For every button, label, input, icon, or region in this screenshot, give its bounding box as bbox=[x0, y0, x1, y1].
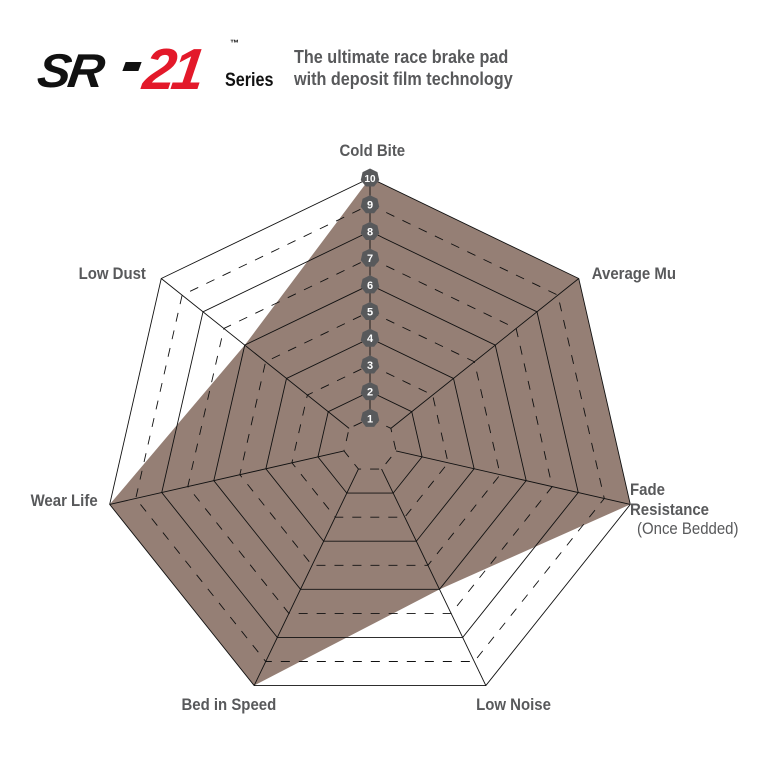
tick-label-5: 5 bbox=[367, 307, 373, 319]
tick-label-3: 3 bbox=[367, 360, 373, 372]
tick-badge-8 bbox=[360, 221, 380, 240]
tick-badge-9 bbox=[360, 195, 380, 214]
axis-sublabel-once-bedded: (Once Bedded) bbox=[637, 519, 739, 538]
tick-badge-2 bbox=[360, 382, 380, 401]
grid-ring-6 bbox=[213, 284, 527, 590]
axis-label-bed-in-speed: Bed in Speed bbox=[181, 695, 277, 714]
tick-label-1: 1 bbox=[367, 413, 373, 425]
axis-spoke-4 bbox=[253, 468, 359, 686]
tick-badge-4 bbox=[360, 328, 380, 347]
logo-trademark: ™ bbox=[230, 38, 239, 48]
tagline-line1: The ultimate race brake pad bbox=[294, 47, 509, 67]
series-area bbox=[109, 178, 631, 686]
tick-badge-1 bbox=[360, 408, 380, 427]
grid-ring-10 bbox=[109, 177, 631, 687]
tick-label-2: 2 bbox=[367, 387, 373, 399]
axis-spoke-2 bbox=[395, 450, 631, 505]
tick-label-4: 4 bbox=[367, 333, 374, 345]
axis-label-low-dust: Low Dust bbox=[78, 264, 146, 283]
axis-spoke-6 bbox=[160, 278, 350, 429]
axis-spoke-1 bbox=[390, 278, 580, 429]
tick-badge-10 bbox=[360, 168, 380, 187]
sr21-series-logo: SR 21 ™ Series bbox=[34, 37, 283, 102]
grid-ring-8 bbox=[161, 230, 579, 638]
tick-badge-6 bbox=[360, 275, 380, 294]
tick-label-10: 10 bbox=[364, 174, 376, 185]
axis-label-average-mu: Average Mu bbox=[591, 264, 676, 283]
tick-label-8: 8 bbox=[367, 226, 373, 238]
fade-word: Fade bbox=[630, 480, 665, 499]
axis-label-low-noise: Low Noise bbox=[476, 695, 551, 714]
grid-ring-2 bbox=[317, 391, 423, 494]
tick-label-7: 7 bbox=[367, 253, 373, 265]
tick-badge-7 bbox=[360, 248, 380, 267]
axis-spoke-3 bbox=[381, 468, 487, 686]
tick-label-6: 6 bbox=[367, 280, 373, 292]
axis-label-resistance: Resistance bbox=[630, 500, 710, 519]
tagline: The ultimate race brake pad with deposit… bbox=[294, 46, 513, 90]
tick-badge-5 bbox=[360, 302, 380, 321]
tick-label-9: 9 bbox=[367, 200, 373, 212]
tagline-line2: with deposit film technology bbox=[294, 69, 513, 89]
axis-label-fade-resistance: Fade bbox=[630, 480, 665, 500]
axis-spoke-5 bbox=[109, 450, 345, 505]
grid-ring-4 bbox=[265, 337, 475, 542]
tick-badge-3 bbox=[360, 355, 380, 374]
axis-label-cold-bite: Cold Bite bbox=[339, 141, 406, 160]
axis-label-wear-life: Wear Life bbox=[30, 491, 98, 510]
logo-series: Series bbox=[225, 70, 274, 91]
